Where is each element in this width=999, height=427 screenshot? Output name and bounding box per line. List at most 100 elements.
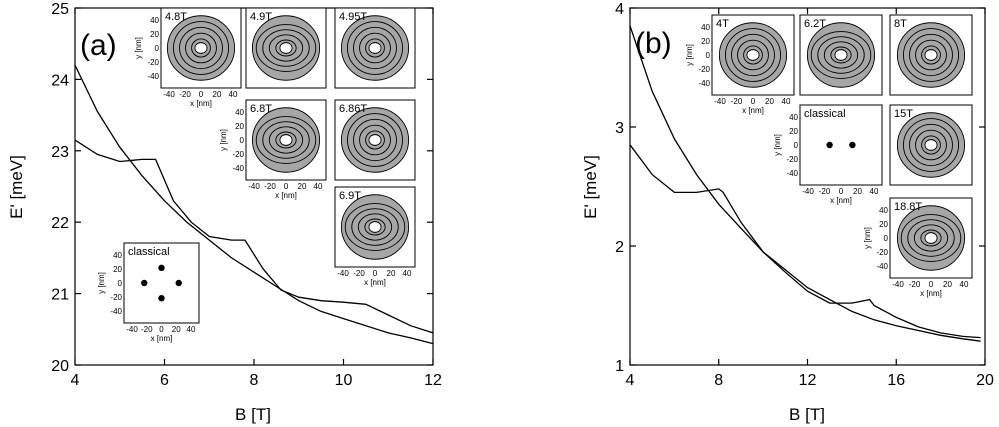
x-tick-label: 12 <box>799 372 817 389</box>
density-contour <box>902 28 960 82</box>
density-contour <box>731 33 775 77</box>
x-tick-label: 20 <box>976 372 994 389</box>
panel-a-label: (a) <box>80 29 117 62</box>
inset-x-tick-label: 40 <box>229 90 238 99</box>
y-tick-label: 1 <box>615 358 624 375</box>
density-contour <box>823 41 859 69</box>
density-contour <box>346 21 404 75</box>
inset-y-tick-label: -40 <box>876 262 888 271</box>
inset-3: 8T <box>889 14 973 96</box>
density-contour <box>810 31 872 79</box>
inset-x-tick-label: 20 <box>172 325 181 334</box>
inset-2: 4.9T <box>245 7 327 89</box>
panel-a: 4 6 8 10 12 20 21 22 23 24 25 (a) B [T] E' [meV] 4… <box>7 1 442 424</box>
x-tick-label: 16 <box>887 372 905 389</box>
density-contour <box>913 224 949 252</box>
density-contour-core <box>279 134 293 146</box>
inset-y-tick-label: -20 <box>110 293 122 302</box>
density-contour <box>902 118 960 172</box>
inset-x-tick-label: -40 <box>248 182 260 191</box>
inset-y-tick-label: 0 <box>794 141 799 150</box>
inset-x-tick-label: -20 <box>141 325 153 334</box>
y-tick-label: 20 <box>51 358 69 375</box>
inset-x-tick-label: 0 <box>929 280 934 289</box>
inset-label: 15T <box>894 108 913 120</box>
panel-a-insets: 4.8T 4.9T 4.95T 6.8T 6.86T 6.9T classical 40 20 0… <box>97 7 416 343</box>
inset-label: 6.86T <box>339 103 367 115</box>
inset-y-tick-label: 0 <box>706 51 711 60</box>
density-contour <box>915 129 947 161</box>
inset-label: 6.8T <box>250 103 272 115</box>
inset-label: 4T <box>716 18 729 30</box>
inset-4: classical <box>799 104 883 186</box>
density-contour <box>262 121 310 159</box>
inset-1: 4.8T <box>160 7 242 89</box>
panel-b-label: (b) <box>635 27 672 60</box>
density-contour <box>357 213 393 241</box>
panel-b-insets: 4T 6.2T 8T classical 15T 18.8T 40 20 0 -20 -40 y [n… <box>685 14 973 298</box>
inset-xlabel: x [nm] <box>151 334 173 343</box>
density-contour <box>262 29 310 67</box>
inset-x-tick-label: 0 <box>839 187 844 196</box>
inset-y-tick-label: -20 <box>232 150 244 159</box>
density-contour-core <box>279 42 293 54</box>
inset-2: 6.2T <box>799 14 883 96</box>
inset-3: 4.95T <box>334 7 416 89</box>
inset-y-tick-label: -20 <box>698 65 710 74</box>
inset-y-tick-label: 40 <box>235 108 244 117</box>
y-tick-label: 21 <box>51 287 69 304</box>
x-tick-label: 8 <box>250 372 259 389</box>
inset-xlabel: x [nm] <box>190 99 212 108</box>
density-contour-core <box>924 139 938 151</box>
classical-point <box>849 141 856 149</box>
y-tick-label: 24 <box>51 72 69 89</box>
panel-a-ticks: 4 6 8 10 12 20 21 22 23 24 25 <box>51 1 442 389</box>
series-line-1 <box>629 25 981 342</box>
classical-point <box>826 141 833 149</box>
inset-x-tick-label: 40 <box>403 269 412 278</box>
inset-y-tick-label: 0 <box>240 136 245 145</box>
y-tick-label: 25 <box>51 1 69 18</box>
inset-y-tick-label: -40 <box>110 307 122 316</box>
density-contour <box>344 203 406 251</box>
series-line-2 <box>74 139 434 334</box>
inset-x-tick-label: 40 <box>782 97 791 106</box>
density-contour-core <box>368 221 382 233</box>
panel-b-ylabel: E' [meV] <box>581 155 600 219</box>
density-contour <box>275 39 297 57</box>
series-line-1 <box>74 64 434 345</box>
density-contour <box>359 32 391 64</box>
density-contour <box>353 26 397 70</box>
density-contour <box>743 45 763 65</box>
density-contour-core <box>194 42 208 54</box>
density-contour <box>268 34 304 62</box>
density-contour <box>921 45 941 65</box>
density-contour <box>920 229 942 247</box>
density-contour <box>830 46 852 64</box>
inset-ylabel: y [nm] <box>863 227 872 249</box>
density-contour <box>346 113 404 167</box>
density-contour-core <box>368 42 382 54</box>
panel-a-ylabel: E' [meV] <box>7 155 26 219</box>
density-contour <box>817 36 865 74</box>
y-tick-label: 22 <box>51 215 69 232</box>
inset-ylabel: y [nm] <box>134 37 143 59</box>
density-contour <box>921 135 941 155</box>
inset-y-tick-label: 40 <box>150 16 159 25</box>
inset-ylabel: y [nm] <box>97 272 106 294</box>
inset-x-tick-label: 20 <box>853 187 862 196</box>
inset-y-tick-label: 20 <box>701 37 710 46</box>
density-contour <box>909 123 953 167</box>
density-contour <box>907 219 955 257</box>
inset-y-tick-label: 40 <box>879 206 888 215</box>
y-tick-label: 3 <box>615 120 624 137</box>
inset-label: 4.8T <box>165 11 187 23</box>
inset-7: classical <box>123 242 200 324</box>
density-contour <box>275 131 297 149</box>
inset-x-tick-label: 20 <box>943 280 952 289</box>
inset-xlabel: x [nm] <box>920 289 942 298</box>
inset-x-tick-label: 20 <box>765 97 774 106</box>
